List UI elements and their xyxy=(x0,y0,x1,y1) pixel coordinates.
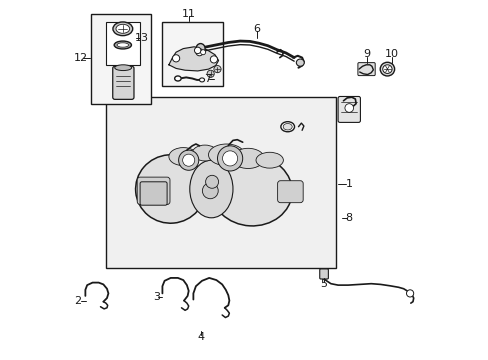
FancyBboxPatch shape xyxy=(140,182,167,205)
Circle shape xyxy=(178,150,199,170)
Ellipse shape xyxy=(116,24,129,33)
Ellipse shape xyxy=(192,145,217,161)
Bar xyxy=(106,22,140,65)
Text: 8: 8 xyxy=(345,213,352,223)
Ellipse shape xyxy=(231,148,264,168)
Ellipse shape xyxy=(283,123,292,130)
Text: 2: 2 xyxy=(75,296,81,306)
Circle shape xyxy=(406,290,413,297)
Ellipse shape xyxy=(113,22,132,36)
Circle shape xyxy=(206,70,214,77)
Bar xyxy=(91,14,151,104)
Text: 13: 13 xyxy=(135,33,148,43)
Ellipse shape xyxy=(382,65,391,73)
FancyBboxPatch shape xyxy=(337,96,360,122)
FancyBboxPatch shape xyxy=(319,269,328,279)
Bar xyxy=(106,97,336,268)
Ellipse shape xyxy=(174,76,181,81)
Ellipse shape xyxy=(196,44,204,54)
Ellipse shape xyxy=(211,156,292,226)
Bar xyxy=(162,22,223,86)
Text: 3: 3 xyxy=(152,292,160,302)
Circle shape xyxy=(172,55,179,62)
Circle shape xyxy=(200,50,205,55)
FancyBboxPatch shape xyxy=(137,177,170,204)
Ellipse shape xyxy=(296,59,304,66)
Polygon shape xyxy=(168,47,218,71)
Text: 9: 9 xyxy=(363,49,370,59)
Ellipse shape xyxy=(199,78,204,82)
Text: 11: 11 xyxy=(182,9,195,19)
Circle shape xyxy=(183,154,194,166)
Text: 10: 10 xyxy=(385,49,398,59)
Ellipse shape xyxy=(168,148,197,166)
Circle shape xyxy=(202,183,218,199)
Circle shape xyxy=(210,56,217,63)
Text: 4: 4 xyxy=(197,332,204,342)
Ellipse shape xyxy=(115,65,131,71)
Circle shape xyxy=(205,175,218,188)
Text: 1: 1 xyxy=(345,179,352,189)
Circle shape xyxy=(222,151,237,166)
Circle shape xyxy=(196,49,203,56)
Ellipse shape xyxy=(189,160,232,218)
Ellipse shape xyxy=(135,155,205,223)
Ellipse shape xyxy=(380,62,394,76)
Text: 6: 6 xyxy=(253,24,260,34)
FancyBboxPatch shape xyxy=(113,66,134,99)
FancyBboxPatch shape xyxy=(357,63,374,76)
FancyBboxPatch shape xyxy=(277,181,303,203)
Ellipse shape xyxy=(256,152,283,168)
Circle shape xyxy=(194,47,201,54)
Circle shape xyxy=(217,146,242,171)
Ellipse shape xyxy=(280,122,294,132)
Text: 12: 12 xyxy=(74,53,87,63)
Ellipse shape xyxy=(114,41,131,49)
Ellipse shape xyxy=(208,144,244,166)
Text: 7: 7 xyxy=(203,74,210,84)
Circle shape xyxy=(344,104,353,112)
Ellipse shape xyxy=(117,43,128,47)
Text: 5: 5 xyxy=(320,279,326,289)
Circle shape xyxy=(213,66,221,73)
